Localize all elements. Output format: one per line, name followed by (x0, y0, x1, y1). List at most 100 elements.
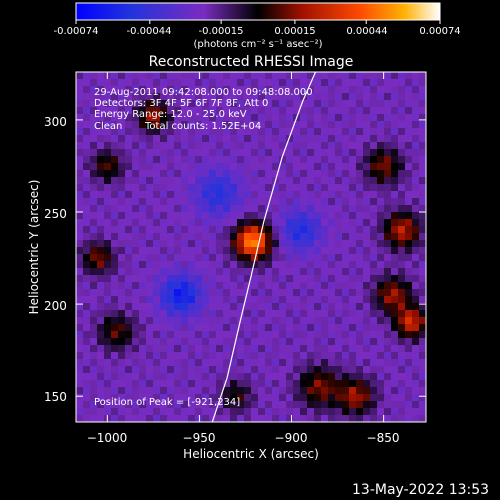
heatmap-cell (258, 408, 265, 415)
heatmap-cell (272, 338, 279, 345)
heatmap-cell (342, 142, 349, 149)
heatmap-cell (349, 373, 356, 380)
heatmap-cell (111, 135, 118, 142)
heatmap-cell (321, 254, 328, 261)
heatmap-cell (230, 366, 237, 373)
heatmap-cell (146, 261, 153, 268)
heatmap-cell (370, 163, 377, 170)
heatmap-cell (230, 289, 237, 296)
heatmap-cell (146, 72, 153, 79)
heatmap-cell (195, 93, 202, 100)
heatmap-cell (412, 184, 419, 191)
y-tick-label: 250 (44, 207, 67, 221)
heatmap-cell (335, 163, 342, 170)
heatmap-cell (321, 198, 328, 205)
heatmap-cell (293, 142, 300, 149)
heatmap-cell (209, 366, 216, 373)
heatmap-cell (237, 219, 244, 226)
heatmap-cell (125, 163, 132, 170)
heatmap-cell (391, 79, 398, 86)
heatmap-cell (293, 226, 300, 233)
heatmap-cell (153, 142, 160, 149)
heatmap-cell (412, 149, 419, 156)
heatmap-cell (230, 219, 237, 226)
heatmap-cell (216, 198, 223, 205)
heatmap-cell (237, 114, 244, 121)
heatmap-cell (139, 128, 146, 135)
heatmap-cell (293, 191, 300, 198)
heatmap-cell (90, 303, 97, 310)
heatmap-cell (244, 79, 251, 86)
heatmap-cell (286, 317, 293, 324)
heatmap-cell (293, 408, 300, 415)
heatmap-cell (230, 170, 237, 177)
heatmap-cell (167, 261, 174, 268)
heatmap-cell (181, 142, 188, 149)
heatmap-cell (139, 212, 146, 219)
heatmap-cell (181, 149, 188, 156)
heatmap-cell (76, 366, 83, 373)
heatmap-cell (223, 212, 230, 219)
heatmap-cell (83, 373, 90, 380)
heatmap-cell (265, 366, 272, 373)
heatmap-cell (377, 352, 384, 359)
heatmap-cell (83, 380, 90, 387)
heatmap-cell (293, 394, 300, 401)
heatmap-cell (419, 121, 426, 128)
heatmap-cell (125, 289, 132, 296)
heatmap-cell (300, 268, 307, 275)
heatmap-cell (335, 303, 342, 310)
heatmap-cell (342, 317, 349, 324)
heatmap-cell (328, 345, 335, 352)
heatmap-cell (279, 86, 286, 93)
heatmap-cell (321, 345, 328, 352)
heatmap-cell (377, 142, 384, 149)
heatmap-cell (97, 142, 104, 149)
heatmap-cell (216, 289, 223, 296)
heatmap-cell (314, 338, 321, 345)
heatmap-cell (125, 86, 132, 93)
heatmap-cell (335, 114, 342, 121)
heatmap-cell (167, 366, 174, 373)
heatmap-cell (391, 107, 398, 114)
heatmap-cell (97, 184, 104, 191)
heatmap-cell (286, 247, 293, 254)
heatmap-cell (328, 128, 335, 135)
heatmap-cell (314, 156, 321, 163)
heatmap-cell (363, 121, 370, 128)
heatmap-cell (188, 366, 195, 373)
heatmap-cell (342, 128, 349, 135)
heatmap-cell (160, 114, 167, 121)
heatmap-cell (90, 380, 97, 387)
heatmap-cell (342, 261, 349, 268)
heatmap-cell (195, 198, 202, 205)
heatmap-cell (125, 93, 132, 100)
heatmap-cell (405, 415, 412, 422)
heatmap-cell (279, 114, 286, 121)
heatmap-cell (244, 373, 251, 380)
heatmap-cell (279, 149, 286, 156)
heatmap-cell (384, 156, 391, 163)
heatmap-cell (202, 135, 209, 142)
heatmap-cell (139, 401, 146, 408)
heatmap-cell (111, 114, 118, 121)
heatmap-cell (356, 121, 363, 128)
heatmap-cell (279, 240, 286, 247)
heatmap-cell (90, 289, 97, 296)
heatmap-cell (160, 345, 167, 352)
heatmap-cell (111, 338, 118, 345)
heatmap-cell (405, 296, 412, 303)
heatmap-cell (328, 177, 335, 184)
heatmap-cell (419, 380, 426, 387)
heatmap-cell (335, 296, 342, 303)
heatmap-cell (265, 408, 272, 415)
heatmap-cell (405, 198, 412, 205)
heatmap-cell (384, 114, 391, 121)
heatmap-cell (363, 282, 370, 289)
heatmap-cell (300, 303, 307, 310)
heatmap-cell (223, 156, 230, 163)
heatmap-cell (104, 317, 111, 324)
heatmap-cell (405, 135, 412, 142)
heatmap-cell (293, 359, 300, 366)
heatmap-cell (223, 310, 230, 317)
